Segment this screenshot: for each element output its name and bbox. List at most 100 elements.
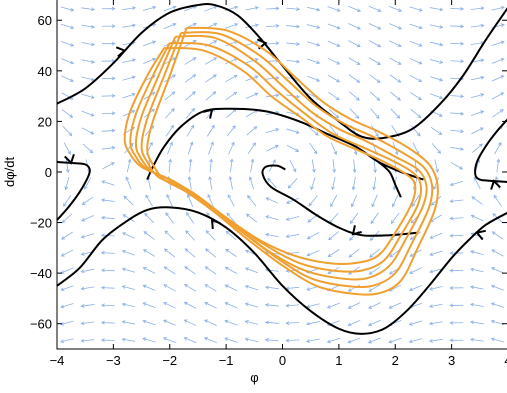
vector-field-arrow [409,267,422,274]
vector-field-arrow [248,176,255,190]
vector-field-arrow [247,194,257,206]
vector-field-arrow [433,177,440,191]
vector-field-arrow [60,249,74,257]
vector-field-arrow [101,111,116,116]
vector-field-arrow [470,110,485,116]
vector-field-arrow [311,159,316,173]
vector-field-arrow [61,231,73,240]
vector-field-arrow [347,284,361,292]
vector-field-arrow [81,215,94,222]
vector-field-arrow [490,302,505,308]
vector-field-arrow [368,284,381,292]
vector-field-arrow [163,302,176,309]
vector-field-arrow [286,42,301,46]
vector-field-arrow [205,74,217,83]
vector-field-arrow [204,266,217,275]
vector-field-arrow [266,144,279,152]
vector-field-arrow [491,231,504,240]
vector-field-arrow [308,195,318,207]
vector-field-arrow [224,284,238,292]
vector-field-arrow [428,338,443,343]
vector-field-arrow [286,24,301,29]
vector-field-arrow [65,159,70,174]
vector-field-arrow [100,215,115,220]
vector-field-arrow [493,194,502,207]
vector-field-arrow [62,125,73,137]
vector-field-arrow [142,284,156,291]
vector-field-arrow [204,57,218,65]
vector-field-arrow [163,266,176,275]
vector-field-arrow [492,109,504,118]
vector-field-arrow [330,194,338,208]
vector-field-arrow [225,248,237,257]
vector-field-arrow [63,195,72,207]
vector-field-arrow [327,249,340,258]
vector-field-arrow [80,233,95,239]
vector-field-arrow [470,75,485,81]
vector-field-arrow [183,284,197,292]
vector-field-arrow [287,178,298,189]
vector-field-arrow [183,301,197,309]
x-axis-label: φ [250,370,258,385]
y-tick-label: 60 [38,13,52,28]
vector-field-arrow [310,176,316,191]
x-tick-label: 2 [392,353,399,368]
vector-field-arrow [449,216,464,221]
vector-field-arrow [82,143,94,154]
vector-field-arrow [372,176,377,191]
vector-field-arrow [60,338,74,344]
vector-field-arrow [368,319,381,327]
vector-field-arrow [100,303,115,308]
vector-field-arrow [286,7,301,11]
y-axis-label: dφ/dt [2,157,17,188]
vector-field-arrow [449,320,464,325]
vector-field-arrow [206,124,215,137]
vector-field-arrow [289,159,297,173]
vector-field-arrow [123,195,134,206]
vector-field-arrow [327,6,341,12]
vector-field-arrow [81,93,95,99]
vector-field-arrow [60,285,74,291]
vector-field-arrow [183,337,197,344]
vector-field-arrow [265,127,280,134]
vector-field-arrow [122,214,135,222]
vector-field-arrow [449,181,464,187]
vector-field-arrow [429,24,444,29]
vector-field-arrow [265,76,280,80]
vector-field-arrow [286,144,300,152]
vector-field-arrow [306,232,320,240]
vector-field-arrow [145,194,153,207]
vector-field-arrow [81,76,95,82]
vector-field-arrow [143,231,155,240]
vector-field-arrow [205,248,217,258]
vector-field-arrow [350,194,358,208]
vector-field-arrow [330,142,338,156]
vector-field-arrow [244,320,259,325]
vector-field-arrow [308,126,319,136]
vector-field-arrow [491,75,505,82]
vector-field-arrow [247,142,256,154]
vector-field-arrow [409,23,423,30]
vector-field-arrow [100,285,115,290]
vector-field-arrow [204,284,217,292]
x-tick-label: 4 [504,353,507,368]
x-tick-label: 1 [335,353,342,368]
vector-field-arrow [121,337,136,342]
vector-field-arrow [208,141,214,155]
vector-field-arrow [245,213,258,223]
trajectory-arrowhead [203,108,214,119]
vector-field-arrow [430,126,443,136]
vector-field-arrow [166,194,173,207]
trajectory-arrowhead [475,229,487,241]
vector-field-arrow [349,91,360,101]
vector-field-arrow [122,232,135,239]
vector-field-arrow [306,321,320,326]
vector-field-arrow [143,57,157,64]
vector-field-arrow [347,337,361,344]
vector-field-arrow [264,285,279,290]
vector-field-arrow [368,40,382,48]
vector-field-arrow [122,75,136,81]
vector-field-arrow [162,319,176,326]
vector-field-arrow [285,197,299,204]
vector-field-arrow [245,58,259,64]
